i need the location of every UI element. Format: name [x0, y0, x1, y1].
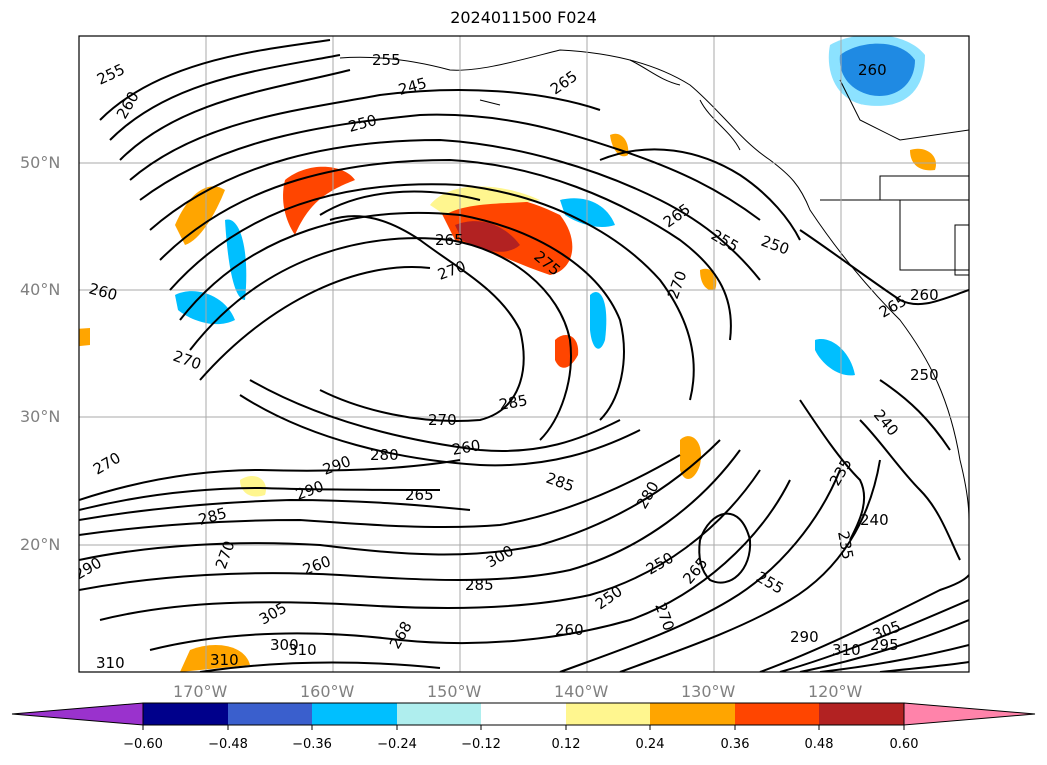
shading-layer	[79, 36, 936, 672]
colorbar-outline	[142, 702, 905, 726]
contour-label: 260	[910, 286, 939, 304]
contour-label: 255	[372, 51, 401, 69]
contour-lines	[79, 39, 969, 672]
contour-label: 250	[910, 366, 939, 384]
contour-label: 295	[870, 636, 899, 654]
contour-label: 285	[465, 576, 494, 594]
lat-label: 20°N	[20, 535, 61, 554]
colorbar-segment	[312, 703, 397, 725]
contour-label: 235	[834, 530, 857, 561]
colorbar-segment	[143, 703, 228, 725]
colorbar-tick-label: 0.48	[804, 737, 834, 752]
contour-label: 290	[790, 628, 819, 646]
shading-blob-cyan3	[590, 292, 607, 349]
map-frame	[78, 35, 970, 673]
contour-label: 265	[405, 486, 434, 504]
contour-label: 240	[860, 511, 889, 529]
shading-blob-orange3	[680, 436, 701, 480]
shading-blob-yellow	[430, 186, 540, 215]
shading-blob-orange5	[180, 645, 250, 672]
shading-blob-orange6	[79, 328, 90, 347]
colorbar-tick-label: 0.24	[635, 737, 665, 752]
contour-label: 310	[288, 641, 317, 659]
colorbar-segment	[397, 703, 481, 725]
lon-label: 170°W	[173, 682, 228, 701]
contour-label: 310	[832, 641, 861, 659]
lat-label: 40°N	[20, 280, 61, 299]
contour-label: 260	[858, 61, 887, 79]
shading-blob-yellow2	[240, 475, 266, 497]
shading-blob-cyan2	[828, 36, 925, 106]
colorbar-extend-left	[11, 702, 144, 726]
lat-label: 30°N	[20, 407, 61, 426]
lon-label: 140°W	[554, 682, 609, 701]
contour-label: 300	[270, 636, 299, 654]
colorbar-tick-label: −0.60	[123, 737, 163, 752]
colorbar-segment	[819, 703, 904, 725]
colorbar-segment	[481, 703, 566, 725]
contour-label: 260	[555, 621, 584, 639]
shading-blob-cyan4	[815, 339, 855, 376]
lat-label: 50°N	[20, 153, 61, 172]
shading-blob-blue2	[225, 219, 247, 300]
coastlines	[339, 49, 969, 521]
contour-label: 270	[428, 411, 457, 429]
colorbar-tick-label: −0.24	[377, 737, 417, 752]
map-title: 2024011500 F024	[450, 8, 597, 27]
colorbar-tick-label: 0.12	[551, 737, 581, 752]
colorbar-tick-label: −0.36	[292, 737, 332, 752]
lon-label: 120°W	[808, 682, 863, 701]
contour-label: 260	[451, 436, 482, 459]
colorbar-tick-label: 0.60	[889, 737, 919, 752]
colorbar-segment	[566, 703, 650, 725]
contour-label: 280	[370, 446, 399, 464]
colorbar-segment	[228, 703, 312, 725]
colorbar-extend-right	[903, 702, 1036, 726]
colorbar-tick-label: −0.48	[208, 737, 248, 752]
colorbar	[11, 702, 1036, 730]
shading-blob-orange4	[555, 335, 579, 368]
contour-label: 265	[435, 231, 464, 249]
colorbar-tick-label: 0.36	[720, 737, 750, 752]
contour-label: 310	[210, 651, 239, 669]
shading-blob-purpleblue	[839, 43, 915, 96]
shading-blob-orange2	[175, 186, 225, 245]
shading-blob-orange8	[910, 148, 936, 171]
lon-label: 150°W	[427, 682, 482, 701]
lon-label: 130°W	[681, 682, 736, 701]
colorbar-segment	[735, 703, 819, 725]
colorbar-tick-label: −0.12	[461, 737, 501, 752]
colorbar-segment	[650, 703, 735, 725]
contour-label: 285	[498, 391, 529, 414]
shading-blob-orange9	[700, 268, 717, 291]
contour-label: 310	[96, 654, 125, 672]
shading-blob-orange	[283, 166, 355, 235]
lon-label: 160°W	[300, 682, 355, 701]
